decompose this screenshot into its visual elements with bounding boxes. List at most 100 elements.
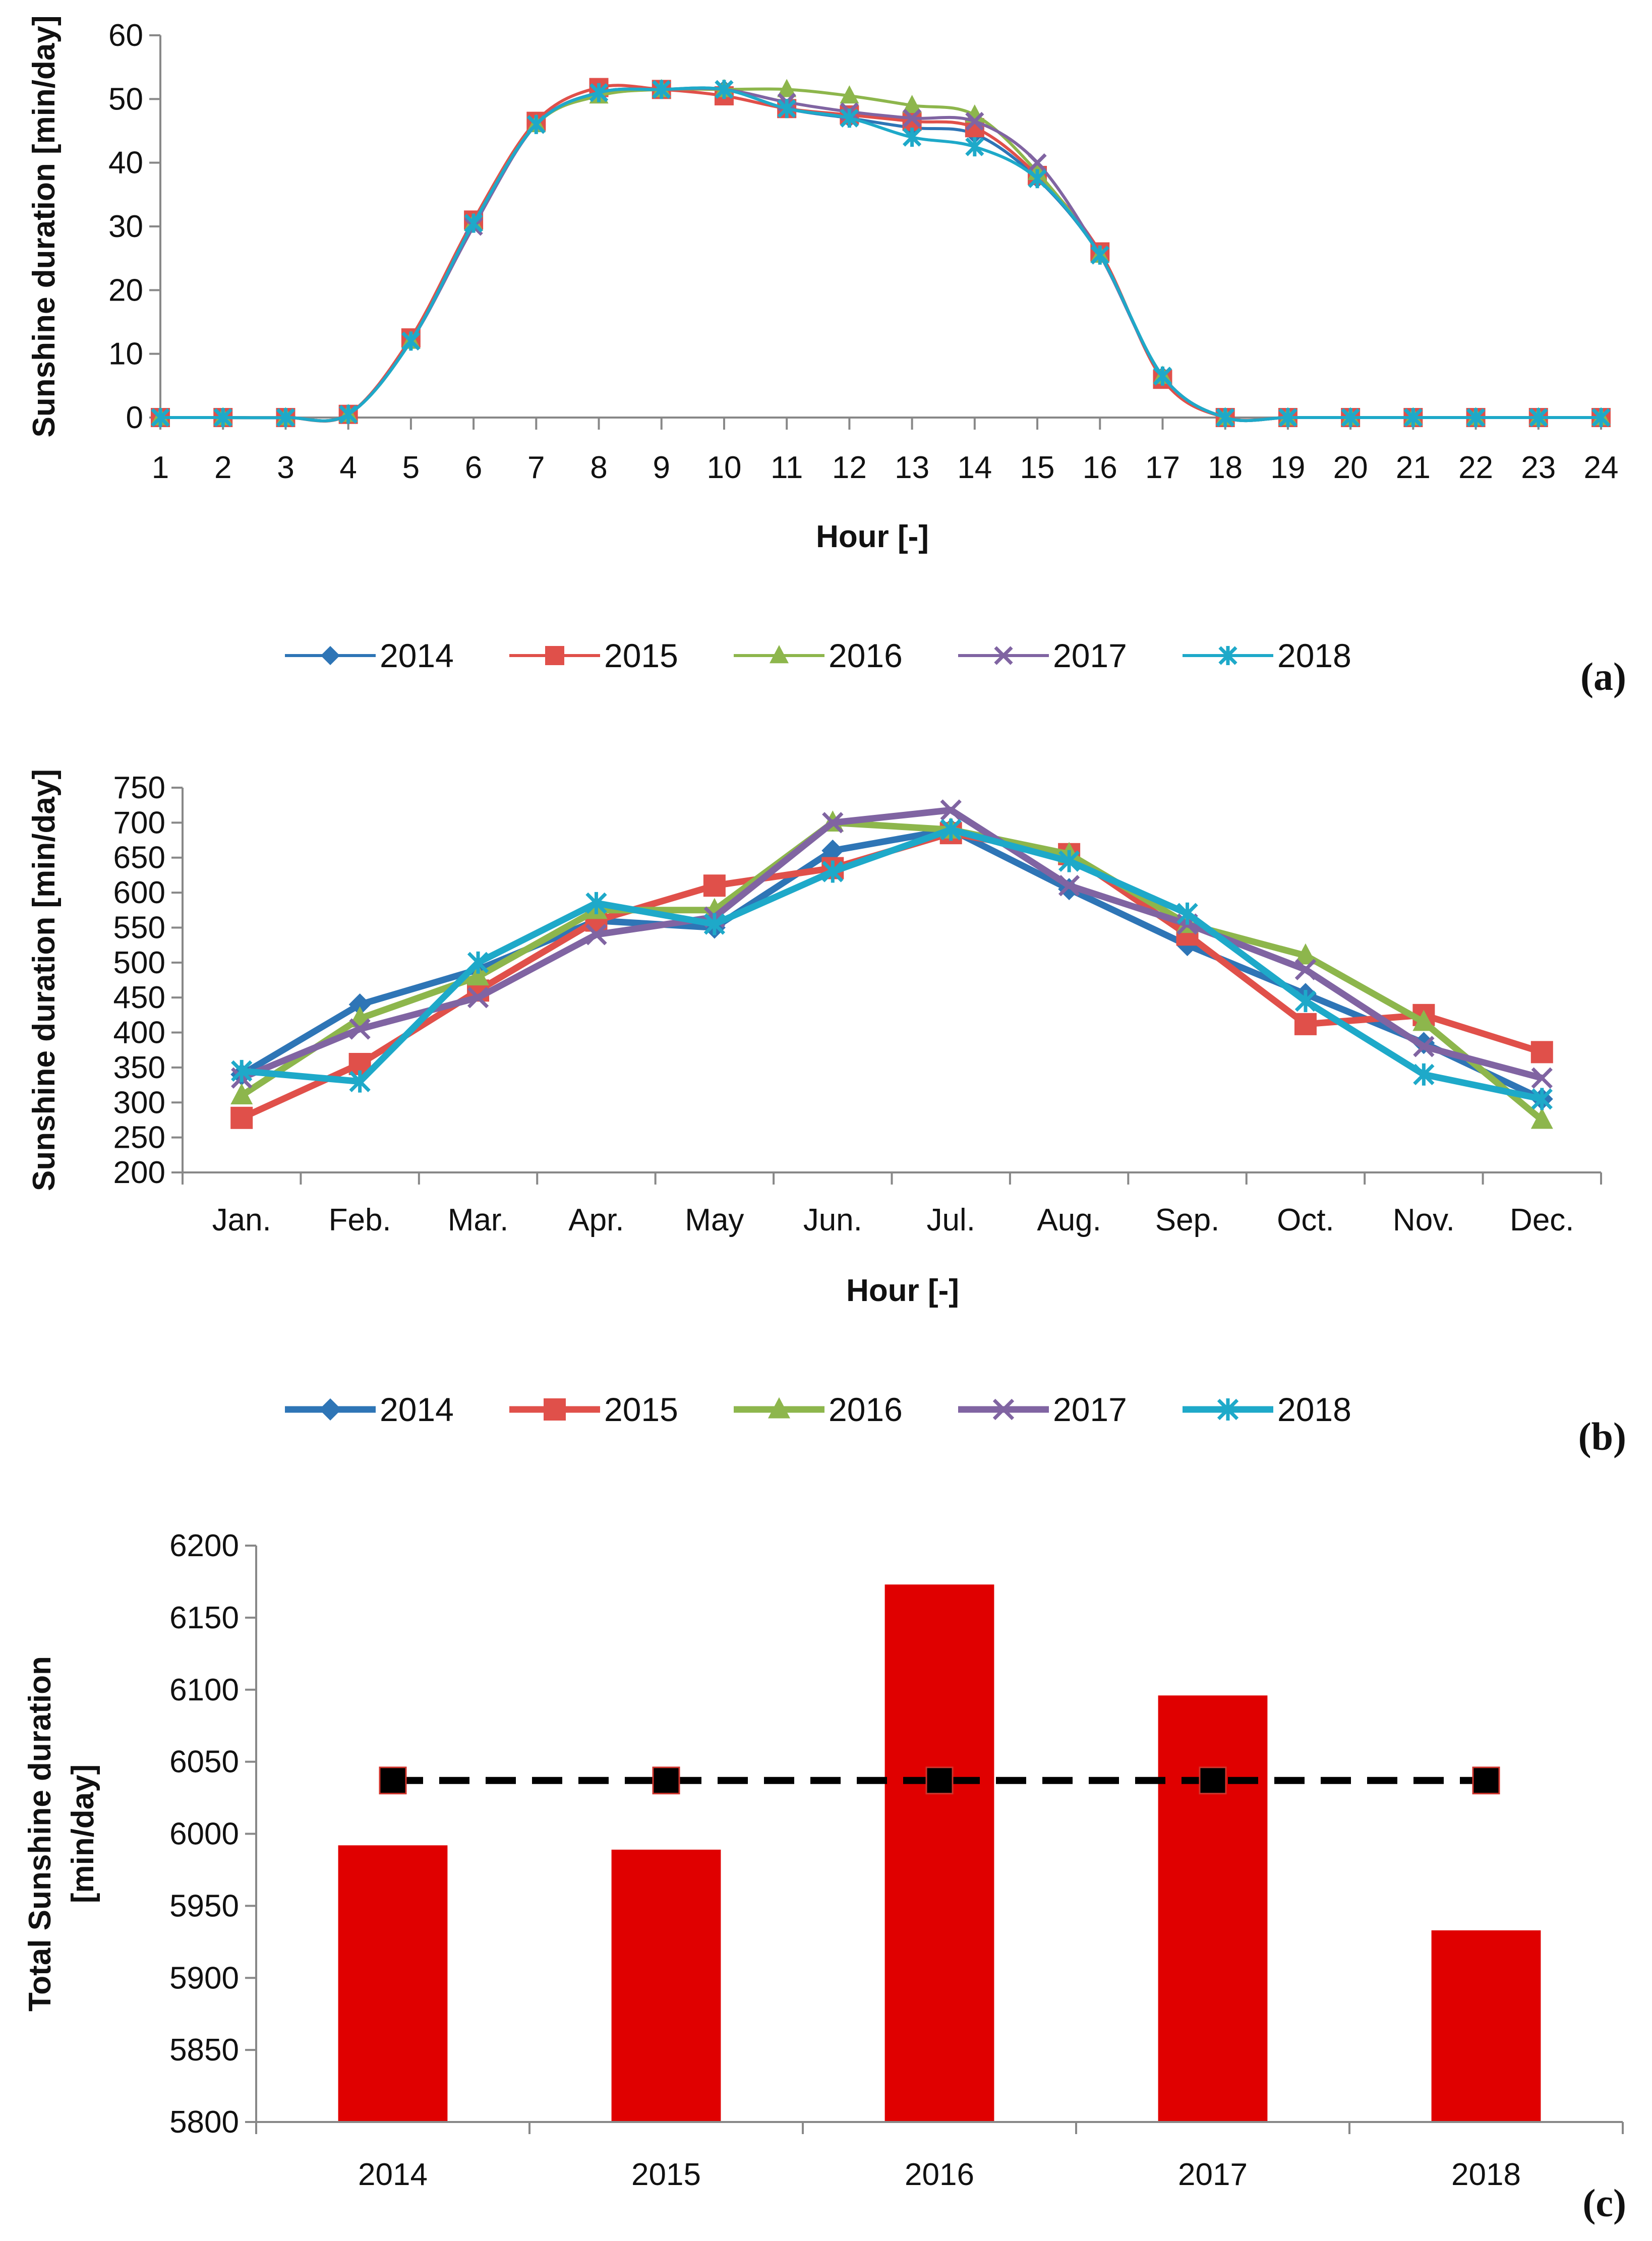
legend-marker-2017 <box>992 1398 1015 1421</box>
x-tick-label: Jan. <box>212 1203 271 1237</box>
y-tick-label: 0 <box>126 400 143 435</box>
legend-marker-2018 <box>1218 646 1237 665</box>
series-line-2017 <box>240 806 1543 1082</box>
legend-marker-2016 <box>768 1397 790 1419</box>
legend-marker-2015 <box>545 646 564 665</box>
data-point-2018 <box>585 892 607 914</box>
data-point-2016 <box>467 964 490 986</box>
x-tick-label: 2 <box>214 450 231 485</box>
x-tick-label: 13 <box>895 450 929 485</box>
data-point-2018 <box>652 80 671 99</box>
legend-label: 2015 <box>604 637 678 674</box>
y-tick-label: 6050 <box>169 1745 239 1780</box>
y-tick-label: 300 <box>113 1085 165 1120</box>
data-point-2018 <box>703 913 726 935</box>
x-tick-label: 20 <box>1333 450 1368 485</box>
data-point-2018 <box>777 99 796 119</box>
y-tick-label: 750 <box>113 771 165 805</box>
series-line-2018 <box>241 826 1543 1102</box>
data-point-2015 <box>230 1106 253 1129</box>
series-line-2014 <box>240 826 1544 1102</box>
series-line-2015 <box>160 84 1601 423</box>
legend-label: 2017 <box>1053 1391 1127 1428</box>
y-tick-label: 10 <box>108 337 143 372</box>
bar-2017 <box>1158 1695 1268 2122</box>
legend-marker-2014 <box>321 646 340 665</box>
y-tick-label: 200 <box>113 1155 165 1190</box>
data-point-2018 <box>1413 1063 1435 1086</box>
mean-point <box>925 1766 954 1795</box>
data-point-2016 <box>230 1083 253 1104</box>
data-point-2018 <box>1153 366 1172 386</box>
x-tick-label: Jun. <box>803 1203 862 1237</box>
y-tick-label: 550 <box>113 910 165 945</box>
y-tick-label: 5800 <box>169 2105 239 2140</box>
x-tick-label: 12 <box>832 450 867 485</box>
data-point-2017 <box>467 987 489 1009</box>
x-tick-label: 18 <box>1208 450 1243 485</box>
x-tick-label: 24 <box>1584 450 1619 485</box>
x-tick-label: 2015 <box>631 2157 701 2192</box>
x-tick-label: Nov. <box>1393 1203 1455 1237</box>
bar-2016 <box>884 1584 994 2122</box>
data-point-2018 <box>1176 902 1198 925</box>
data-point-2018 <box>401 331 421 351</box>
y-tick-label: 500 <box>113 946 165 980</box>
y-axis-title-line2: [min/day] <box>66 1764 100 1904</box>
data-point-2017 <box>1028 153 1047 172</box>
y-tick-label: 400 <box>113 1016 165 1050</box>
data-point-2016 <box>1294 943 1317 965</box>
data-point-2018 <box>213 408 232 427</box>
legend-label: 2014 <box>380 637 454 674</box>
data-point-2018 <box>1294 990 1317 1013</box>
x-tick-label: Sep. <box>1155 1203 1220 1237</box>
x-tick-label: 14 <box>957 450 992 485</box>
y-tick-label: 50 <box>108 82 143 116</box>
x-tick-label: 4 <box>339 450 357 485</box>
y-tick-label: 600 <box>113 875 165 910</box>
data-point-2018 <box>231 1059 253 1082</box>
x-tick-label: 2017 <box>1178 2157 1248 2192</box>
data-point-2018 <box>276 408 296 427</box>
data-point-2016 <box>777 79 797 97</box>
y-tick-label: 6000 <box>169 1817 239 1852</box>
y-tick-label: 40 <box>108 146 143 181</box>
y-tick-label: 350 <box>113 1050 165 1085</box>
legend-label: 2016 <box>829 637 903 674</box>
mean-point <box>652 1766 680 1795</box>
x-tick-label: 10 <box>706 450 741 485</box>
data-point-2015 <box>1294 1013 1317 1035</box>
panel-label: (c) <box>1582 2181 1626 2225</box>
x-tick-label: 15 <box>1020 450 1055 485</box>
data-point-2018 <box>464 213 483 233</box>
y-tick-label: 450 <box>113 980 165 1015</box>
x-tick-label: 5 <box>402 450 420 485</box>
x-axis-title: Hour [-] <box>816 519 929 554</box>
y-tick-label: 60 <box>108 18 143 53</box>
data-point-2017 <box>1058 875 1080 897</box>
y-axis-title: Sunshine duration [min/day] <box>27 15 62 437</box>
data-point-2017 <box>965 111 984 131</box>
data-point-2018 <box>940 818 962 841</box>
y-axis-title: Sunshine duration [min/day] <box>27 769 62 1191</box>
x-tick-label: 6 <box>465 450 482 485</box>
y-tick-label: 6100 <box>169 1673 239 1707</box>
legend-marker-2016 <box>770 645 789 664</box>
mean-point <box>1472 1766 1500 1795</box>
data-point-2018 <box>902 128 922 147</box>
x-tick-label: 2016 <box>905 2157 974 2192</box>
data-point-2018 <box>715 80 734 99</box>
data-point-2018 <box>1529 408 1548 427</box>
data-point-2018 <box>1090 245 1109 265</box>
data-point-2018 <box>1278 408 1297 427</box>
legend-label: 2018 <box>1277 1391 1351 1428</box>
mean-point <box>1199 1766 1227 1795</box>
data-point-2017 <box>902 108 922 128</box>
x-tick-label: Apr. <box>568 1203 624 1237</box>
y-tick-label: 700 <box>113 805 165 840</box>
data-point-2018 <box>965 137 984 157</box>
legend-label: 2018 <box>1277 637 1351 674</box>
